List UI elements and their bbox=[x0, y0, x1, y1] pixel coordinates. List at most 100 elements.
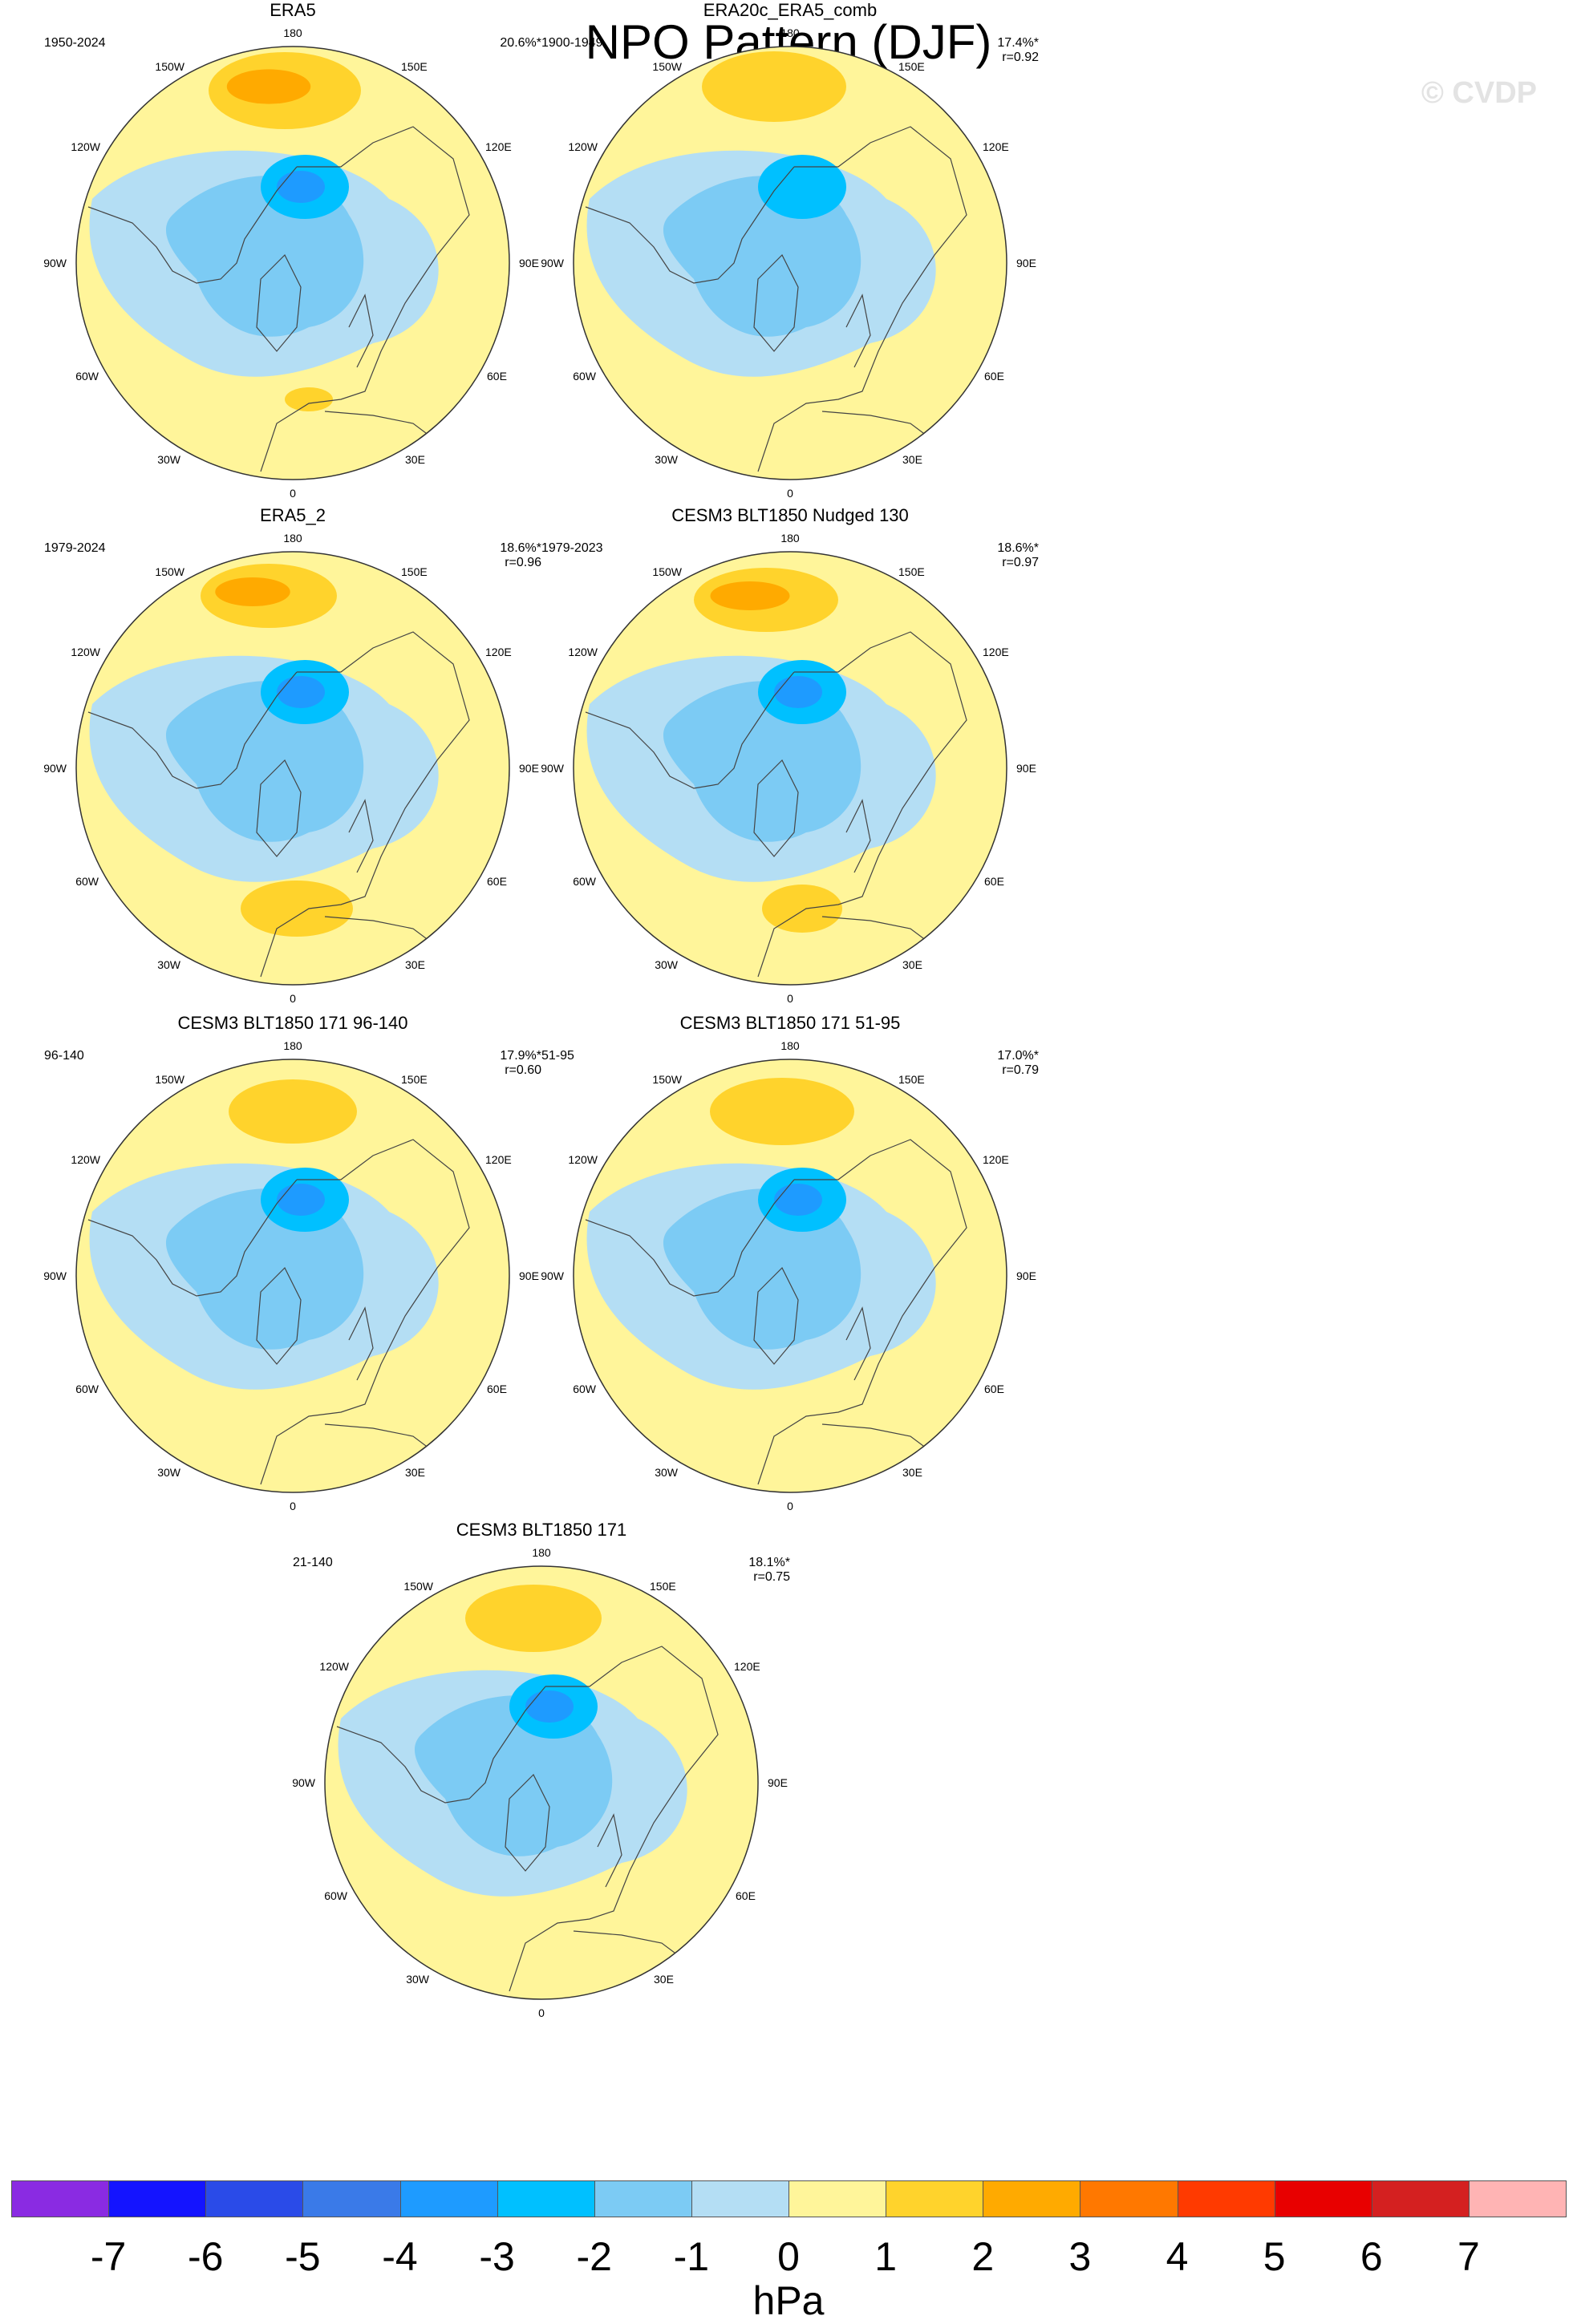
pattern-correlation: r=0.96 bbox=[505, 556, 541, 569]
lon-label: 180 bbox=[532, 1546, 551, 1559]
colorbar-swatch bbox=[886, 2180, 984, 2217]
pattern-correlation: r=0.97 bbox=[1002, 556, 1039, 569]
panel-stats: 17.9%* r=0.60 bbox=[500, 1049, 541, 1078]
panel-period: 1979-2024 bbox=[44, 541, 106, 555]
lon-label: 0 bbox=[290, 487, 296, 500]
lon-label: 90E bbox=[1016, 257, 1036, 269]
explained-variance: 17.0%* bbox=[997, 1049, 1039, 1063]
polar-map: 180 0 90W 90E 150W 120W 150E 120E 60W 30W 60E 30E bbox=[541, 532, 1036, 1005]
lon-label: 90E bbox=[519, 762, 539, 775]
colorbar-swatch bbox=[108, 2180, 207, 2217]
lon-label: 120W bbox=[71, 1153, 100, 1166]
polar-map: 180 0 90W 90E 150W 120W 150E 120E 60W 30W 60E 30E bbox=[293, 1546, 788, 2019]
lon-label: 60W bbox=[573, 370, 597, 383]
lon-label: 150E bbox=[401, 565, 428, 578]
lon-label: 30W bbox=[157, 958, 181, 971]
colorbar-swatch bbox=[497, 2180, 595, 2217]
pattern-correlation: r=0.75 bbox=[753, 1570, 790, 1584]
lon-label: 180 bbox=[283, 1039, 302, 1052]
explained-variance: 17.4%* bbox=[997, 36, 1039, 50]
colorbar-swatch bbox=[302, 2180, 401, 2217]
lon-label: 30W bbox=[406, 1973, 430, 1986]
copyright-watermark: © CVDP bbox=[1421, 76, 1537, 110]
lon-label: 30W bbox=[655, 1466, 679, 1479]
panel-stats: 17.4%* r=0.92 bbox=[997, 36, 1039, 65]
pattern-correlation: r=0.79 bbox=[1002, 1063, 1039, 1077]
colorbar bbox=[11, 2180, 1567, 2219]
lon-label: 150W bbox=[155, 1073, 184, 1086]
lon-label: 120E bbox=[983, 1153, 1009, 1166]
colorbar-tick-label: -5 bbox=[285, 2234, 321, 2279]
polar-map: 180 0 90W 90E 150W 120W 150E 120E 60W 30W 60E 30E bbox=[44, 1039, 539, 1512]
lon-label: 30E bbox=[405, 453, 425, 466]
lon-label: 90W bbox=[541, 1269, 565, 1282]
map-border bbox=[75, 46, 510, 480]
polar-map: 180 0 90W 90E 150W 120W 150E 120E 60W 30W 60E 30E bbox=[541, 26, 1036, 500]
panel-title: CESM3 BLT1850 171 51-95 bbox=[679, 1013, 901, 1033]
panel-stats: 18.1%* r=0.75 bbox=[748, 1556, 790, 1585]
colorbar-swatch bbox=[11, 2180, 110, 2217]
colorbar-swatch bbox=[1080, 2180, 1178, 2217]
lon-label: 30E bbox=[405, 958, 425, 971]
lon-label: 180 bbox=[283, 532, 302, 545]
map-panel: 180 0 90W 90E 150W 120W 150E 120E 60W 30W 60E 30E ER… bbox=[44, 505, 541, 1018]
lon-label: 150W bbox=[652, 565, 682, 578]
polar-map: 180 0 90W 90E 150W 120W 150E 120E 60W 30W 60E 30E bbox=[44, 532, 539, 1005]
panel-period: 1950-2024 bbox=[44, 36, 106, 50]
lon-label: 90E bbox=[1016, 1269, 1036, 1282]
map-border bbox=[75, 1059, 510, 1493]
colorbar-tick-label: 6 bbox=[1360, 2234, 1383, 2279]
lon-label: 120E bbox=[983, 646, 1009, 658]
colorbar-swatch bbox=[1468, 2180, 1567, 2217]
lon-label: 150W bbox=[652, 60, 682, 73]
explained-variance: 17.9%* bbox=[500, 1049, 541, 1063]
lon-label: 150W bbox=[155, 565, 184, 578]
lon-label: 0 bbox=[290, 992, 296, 1005]
colorbar-swatch bbox=[1177, 2180, 1275, 2217]
panel-title: CESM3 BLT1850 171 bbox=[456, 1520, 627, 1540]
lon-label: 150E bbox=[898, 60, 925, 73]
colorbar-tick-label: -6 bbox=[188, 2234, 224, 2279]
colorbar-swatch bbox=[1274, 2180, 1372, 2217]
polar-map: 180 0 90W 90E 150W 120W 150E 120E 60W 30W 60E 30E bbox=[44, 26, 539, 500]
lon-label: 150E bbox=[650, 1580, 676, 1593]
lon-label: 90E bbox=[519, 257, 539, 269]
colorbar-tick-label: 4 bbox=[1166, 2234, 1189, 2279]
lon-label: 120E bbox=[485, 1153, 512, 1166]
colorbar-swatch bbox=[788, 2180, 887, 2217]
lon-label: 120W bbox=[568, 1153, 598, 1166]
explained-variance: 18.6%* bbox=[500, 541, 541, 555]
panel-title: ERA20c_ERA5_comb bbox=[703, 0, 878, 20]
lon-label: 150W bbox=[403, 1580, 433, 1593]
colorbar-swatch bbox=[399, 2180, 498, 2217]
colorbar-tick-label: -4 bbox=[382, 2234, 418, 2279]
lon-label: 0 bbox=[538, 2006, 545, 2019]
lon-label: 180 bbox=[780, 532, 800, 545]
lon-label: 60W bbox=[75, 875, 99, 888]
map-panel: 180 0 90W 90E 150W 120W 150E 120E 60W 30W 60E 30E ER… bbox=[44, 0, 541, 513]
lon-label: 60E bbox=[984, 875, 1004, 888]
lon-label: 120W bbox=[568, 646, 598, 658]
map-panel: 180 0 90W 90E 150W 120W 150E 120E 60W 30W 60E 30E CE… bbox=[541, 505, 1039, 1018]
colorbar-swatch bbox=[594, 2180, 692, 2217]
panel-stats: 20.6%* bbox=[500, 36, 541, 51]
lon-label: 30E bbox=[902, 958, 922, 971]
colorbar-tick-label: 7 bbox=[1457, 2234, 1480, 2279]
lon-label: 150W bbox=[652, 1073, 682, 1086]
lon-label: 120W bbox=[71, 646, 100, 658]
map-panel: 180 0 90W 90E 150W 120W 150E 120E 60W 30W 60E 30E CE… bbox=[541, 1013, 1039, 1526]
lon-label: 60W bbox=[75, 1383, 99, 1395]
panel-stats: 17.0%* r=0.79 bbox=[997, 1049, 1039, 1078]
map-border bbox=[573, 551, 1007, 986]
lon-label: 180 bbox=[283, 26, 302, 39]
lon-label: 90W bbox=[44, 257, 67, 269]
lon-label: 30E bbox=[405, 1466, 425, 1479]
lon-label: 0 bbox=[787, 992, 793, 1005]
lon-label: 120W bbox=[71, 140, 100, 153]
lon-label: 30W bbox=[655, 453, 679, 466]
lon-label: 60E bbox=[487, 875, 507, 888]
colorbar-swatch bbox=[205, 2180, 304, 2217]
lon-label: 30E bbox=[902, 453, 922, 466]
colorbar-swatch bbox=[1371, 2180, 1470, 2217]
lon-label: 0 bbox=[290, 1500, 296, 1512]
